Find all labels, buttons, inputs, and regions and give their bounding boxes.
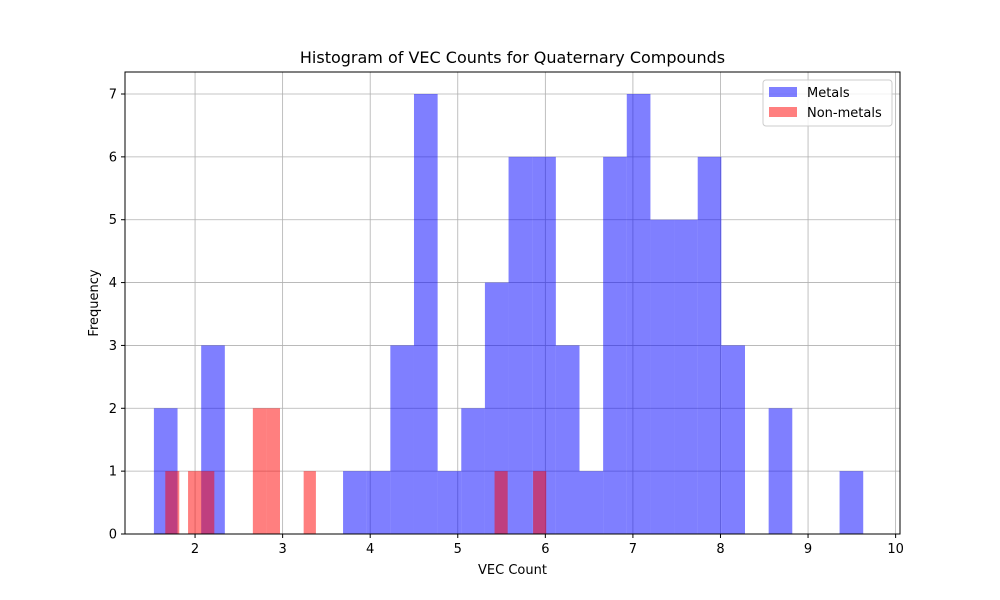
- non-metals-bar: [202, 471, 215, 534]
- x-tick-label: 10: [887, 542, 904, 557]
- y-tick-label: 7: [109, 88, 117, 103]
- non-metals-bar: [188, 471, 203, 534]
- metals-bar: [437, 471, 462, 534]
- metals-bar: [650, 219, 675, 534]
- x-tick-label: 6: [541, 542, 549, 557]
- metals-bar: [366, 471, 391, 534]
- metals-bar: [390, 345, 414, 534]
- metals-bar: [697, 156, 722, 534]
- metals-bar: [555, 345, 580, 534]
- plot-frame: [124, 71, 901, 535]
- non-metals-bar: [165, 471, 180, 534]
- metals-bar: [532, 156, 556, 534]
- legend-label-non-metals: Non-metals: [807, 106, 882, 121]
- non-metals-bar: [266, 408, 280, 534]
- metals-bar: [413, 94, 438, 534]
- legend-swatch-metals: [769, 87, 797, 97]
- y-tick-label: 2: [109, 402, 117, 417]
- x-tick-label: 2: [191, 542, 199, 557]
- y-tick-label: 5: [109, 213, 117, 228]
- y-tick-label: 6: [109, 150, 117, 165]
- metals-bar: [603, 156, 627, 534]
- x-tick-label: 9: [804, 542, 812, 557]
- axis-ticks: 2 3 4 5 6 7 8 9 10 0 1 2 3 4 5 6 7: [109, 88, 904, 558]
- non-metals-bar: [303, 471, 316, 534]
- legend-label-metals: Metals: [807, 86, 850, 101]
- metals-bar: [626, 94, 651, 534]
- metals-bar: [508, 156, 533, 534]
- metals-bar: [343, 471, 367, 534]
- y-tick-label: 1: [109, 465, 117, 480]
- metals-bar: [461, 408, 485, 534]
- metals-bar: [579, 471, 604, 534]
- non-metals-bar: [533, 471, 547, 534]
- y-axis-label: Frequency: [87, 269, 102, 336]
- bars: [153, 94, 864, 534]
- x-axis-label: VEC Count: [478, 563, 547, 578]
- chart-title: Histogram of VEC Counts for Quaternary C…: [300, 48, 725, 67]
- y-tick-label: 3: [109, 339, 117, 354]
- metals-bar: [721, 345, 745, 534]
- y-tick-label: 4: [109, 276, 117, 291]
- non-metals-bar: [252, 408, 267, 534]
- x-tick-label: 8: [716, 542, 724, 557]
- non-metals-bar: [494, 471, 508, 534]
- x-tick-label: 4: [366, 542, 374, 557]
- metals-bar: [674, 219, 698, 534]
- x-tick-label: 3: [278, 542, 286, 557]
- y-tick-label: 0: [109, 528, 117, 543]
- metals-bar: [839, 471, 864, 534]
- x-tick-label: 7: [629, 542, 637, 557]
- legend-swatch-non-metals: [769, 107, 797, 117]
- metals-bar: [768, 408, 793, 534]
- x-tick-label: 5: [454, 542, 462, 557]
- legend: Metals Non-metals: [762, 79, 893, 127]
